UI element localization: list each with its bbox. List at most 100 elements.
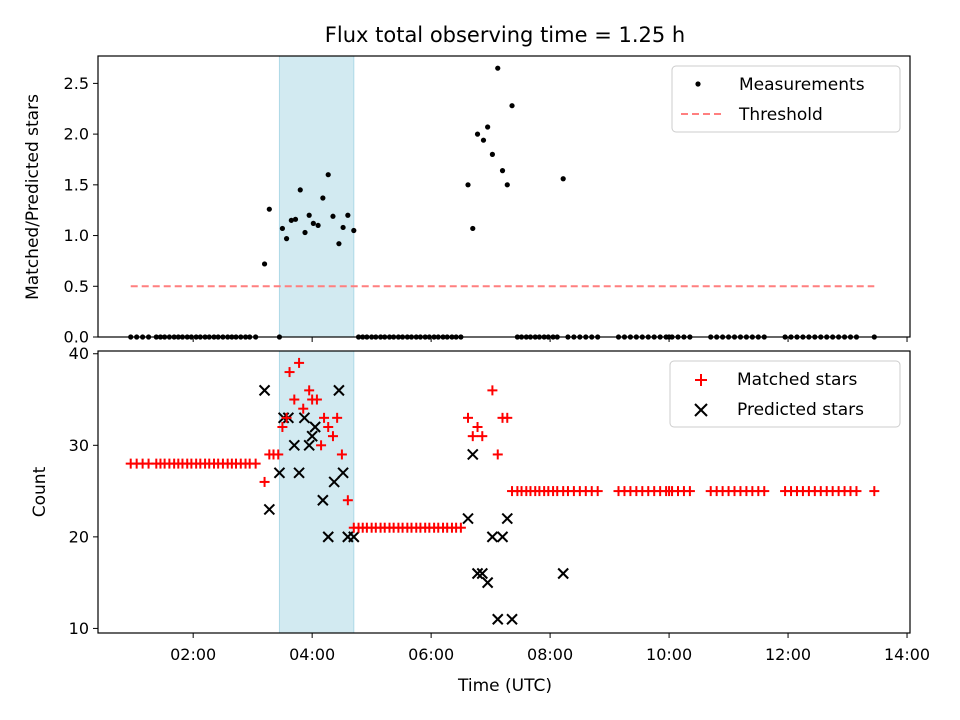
matched-star-point bbox=[284, 367, 295, 378]
measurement-point bbox=[351, 227, 357, 234]
predicted-star-point bbox=[467, 448, 479, 461]
measurement-point bbox=[310, 220, 316, 226]
predicted-star-point bbox=[486, 531, 499, 543]
top-legend-box bbox=[671, 65, 901, 133]
predicted-star-point bbox=[317, 494, 329, 506]
bottom-y-axis-label: Count bbox=[30, 466, 50, 517]
y-tick-label: 10 bbox=[69, 619, 89, 638]
predicted-star-point bbox=[288, 439, 301, 452]
measurement-point bbox=[266, 206, 272, 212]
matched-star-point bbox=[327, 431, 338, 442]
y-tick-label: 30 bbox=[69, 436, 89, 455]
matched-star-point bbox=[502, 412, 513, 423]
predicted-star-point bbox=[306, 430, 318, 442]
shaded-span-rect bbox=[278, 55, 355, 338]
predicted-star-point bbox=[303, 439, 315, 452]
x-axis-label: Time (UTC) bbox=[457, 676, 552, 696]
bottom-legend: Matched stars Predicted stars bbox=[669, 360, 901, 428]
measurement-point bbox=[560, 176, 566, 182]
top-y-axis-label: Matched/Predicted stars bbox=[23, 94, 43, 300]
matched-star-point bbox=[487, 385, 498, 396]
measurement-point bbox=[480, 137, 487, 143]
measurement-point bbox=[325, 172, 331, 178]
matched-star-point bbox=[467, 431, 478, 442]
measurement-point bbox=[261, 261, 268, 267]
predicted-star-point bbox=[471, 567, 484, 580]
predicted-star-point bbox=[481, 576, 494, 589]
matched-star-point bbox=[250, 458, 261, 469]
matched-star-point bbox=[851, 486, 862, 497]
x-tick-label: 10:00 bbox=[646, 645, 692, 664]
predicted-star-point bbox=[328, 476, 340, 488]
measurement-point bbox=[345, 212, 351, 218]
predicted-star-point bbox=[462, 512, 474, 525]
matched-star-point bbox=[455, 522, 466, 533]
matched-star-point bbox=[273, 449, 284, 460]
matched-star-point bbox=[311, 394, 322, 405]
predicted-star-point bbox=[492, 613, 504, 625]
x-tick-label: 08:00 bbox=[527, 645, 573, 664]
matched-star-point bbox=[259, 476, 270, 487]
predicted-star-point bbox=[273, 467, 286, 479]
matched-star-point bbox=[294, 357, 305, 368]
matched-star-point bbox=[323, 421, 334, 432]
y-tick-label: 20 bbox=[69, 527, 89, 546]
matched-star-point bbox=[298, 403, 309, 414]
matched-star-point bbox=[759, 486, 770, 497]
bottom-y-ticks: 10 20 30 40 bbox=[69, 344, 98, 638]
measurement-point bbox=[336, 241, 342, 247]
legend-matched-label: Matched stars bbox=[737, 370, 857, 390]
bottom-panel: 10 20 30 40 02:00 04:00 06:00 08:00 10:00 12:00 1… bbox=[30, 344, 930, 696]
measurement-point bbox=[499, 168, 506, 174]
x-tick-label: 14:00 bbox=[884, 645, 930, 664]
measurement-point bbox=[330, 213, 336, 219]
measurement-point bbox=[470, 225, 476, 232]
predicted-star-point bbox=[348, 531, 360, 543]
measurement-point bbox=[288, 217, 294, 223]
x-tick-label: 02:00 bbox=[170, 645, 216, 664]
top-legend: Measurements Threshold bbox=[671, 65, 901, 133]
top-axes-frame bbox=[97, 55, 911, 338]
matched-stars-points bbox=[125, 357, 880, 533]
top-shaded-span bbox=[278, 55, 355, 338]
predicted-star-point bbox=[337, 467, 349, 479]
top-x-ticks bbox=[192, 337, 908, 342]
measurement-point bbox=[495, 65, 501, 71]
matched-star-point bbox=[304, 385, 315, 396]
measurement-point bbox=[306, 212, 312, 218]
measurement-point bbox=[474, 131, 481, 137]
y-tick-label: 0.0 bbox=[64, 328, 89, 347]
matched-star-point bbox=[472, 421, 483, 432]
measurement-point bbox=[509, 103, 515, 109]
matched-star-point bbox=[336, 449, 347, 460]
matched-star-point bbox=[477, 431, 488, 442]
predicted-star-point bbox=[333, 384, 345, 397]
predicted-star-point bbox=[557, 567, 569, 580]
predicted-star-point bbox=[496, 531, 509, 543]
matched-star-point bbox=[332, 412, 343, 423]
matched-star-point bbox=[281, 412, 292, 423]
measurement-point bbox=[302, 229, 308, 236]
y-tick-label: 40 bbox=[69, 344, 89, 363]
matched-star-point bbox=[277, 421, 288, 432]
predicted-star-point bbox=[309, 421, 321, 433]
measurement-point bbox=[489, 151, 495, 158]
predicted-star-point bbox=[263, 503, 276, 516]
measurement-point bbox=[320, 195, 326, 201]
measurement-point bbox=[297, 187, 303, 193]
predicted-star-point bbox=[258, 384, 271, 397]
measurement-point bbox=[340, 224, 346, 231]
bottom-legend-box bbox=[669, 360, 901, 428]
top-panel: 0.0 0.5 1.0 1.5 2.0 2.5 Matched/Predicted sta… bbox=[23, 55, 911, 347]
matched-star-point bbox=[319, 412, 330, 423]
legend-predicted-label: Predicted stars bbox=[737, 400, 864, 420]
matched-star-point bbox=[289, 394, 300, 405]
x-tick-label: 12:00 bbox=[765, 645, 811, 664]
predicted-star-point bbox=[298, 412, 311, 424]
legend-matched-marker bbox=[695, 374, 707, 386]
y-tick-label: 1.0 bbox=[64, 226, 89, 245]
measurement-point bbox=[465, 182, 471, 188]
legend-measurement-marker bbox=[695, 81, 701, 87]
measurement-point bbox=[292, 216, 299, 222]
x-tick-label: 06:00 bbox=[408, 645, 454, 664]
